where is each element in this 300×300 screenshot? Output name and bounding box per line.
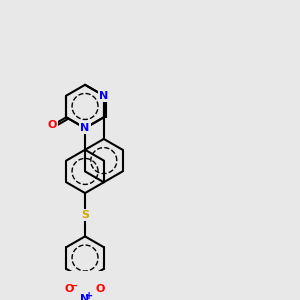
Text: N: N <box>80 294 90 300</box>
Text: O: O <box>96 284 105 294</box>
Text: +: + <box>85 291 93 300</box>
Text: N: N <box>80 123 90 133</box>
Text: O: O <box>47 120 57 130</box>
Text: S: S <box>81 210 89 220</box>
Text: −: − <box>70 281 78 291</box>
Text: O: O <box>65 284 74 294</box>
Text: N: N <box>99 91 108 100</box>
